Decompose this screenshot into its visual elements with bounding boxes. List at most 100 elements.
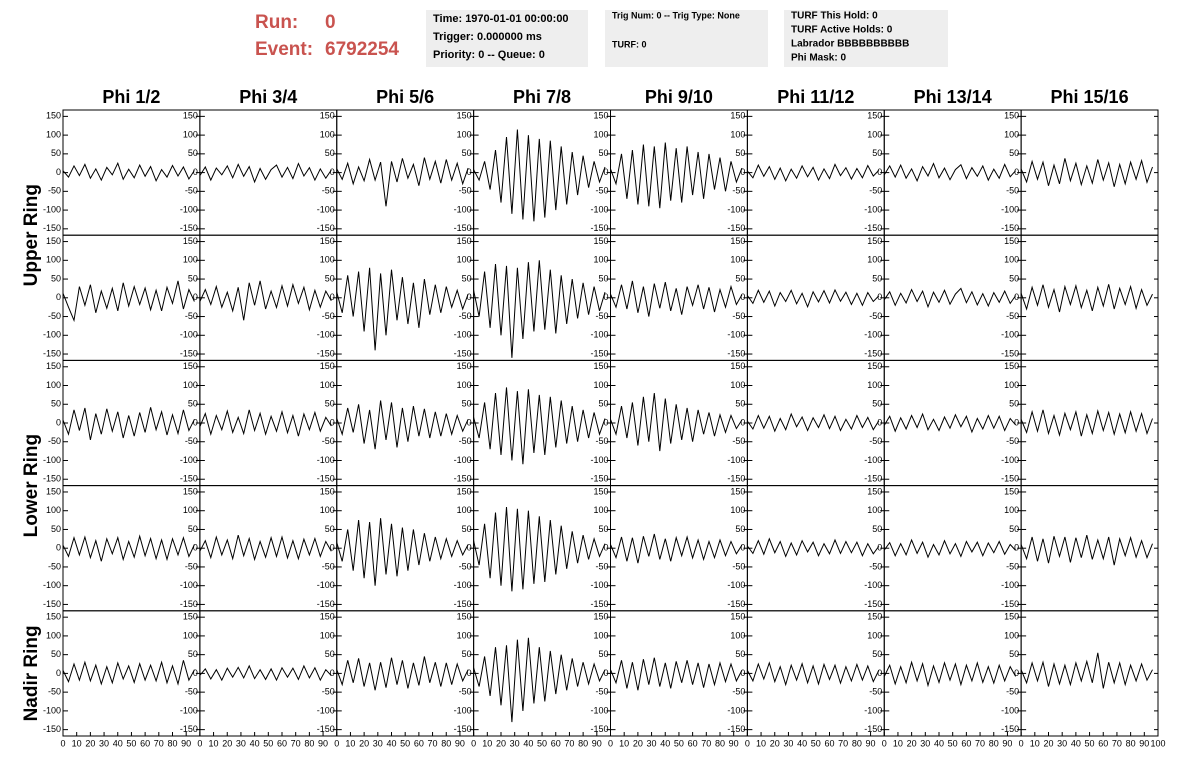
y-tick-label: 0 — [603, 292, 608, 302]
y-tick-label: 150 — [593, 236, 608, 246]
y-tick-label: 150 — [457, 361, 472, 371]
y-tick-label: 150 — [46, 361, 61, 371]
y-tick-label: 0 — [740, 668, 745, 678]
y-tick-label: -50 — [732, 561, 745, 571]
y-tick-label: 150 — [867, 612, 882, 622]
y-tick-label: 50 — [188, 148, 198, 158]
info-text: Labrador BBBBBBBBBB — [791, 39, 909, 50]
run-label: Run: — [255, 12, 298, 33]
y-tick-label: -150 — [727, 599, 745, 609]
y-tick-label: 150 — [730, 361, 745, 371]
y-tick-label: -150 — [180, 348, 198, 358]
y-tick-label: 50 — [872, 649, 882, 659]
y-tick-label: 0 — [1014, 167, 1019, 177]
y-tick-label: 50 — [872, 399, 882, 409]
panel-frame — [883, 359, 1022, 487]
y-tick-label: -100 — [864, 580, 882, 590]
y-tick-label: -100 — [317, 455, 335, 465]
y-tick-label: 100 — [46, 630, 61, 640]
y-tick-label: -50 — [48, 687, 61, 697]
y-tick-label: -150 — [317, 724, 335, 734]
y-tick-label: 50 — [462, 148, 472, 158]
y-tick-label: -100 — [1001, 705, 1019, 715]
y-tick-label: 150 — [867, 486, 882, 496]
y-tick-label: 0 — [1014, 543, 1019, 553]
y-tick-label: -150 — [43, 474, 61, 484]
y-tick-label: 50 — [325, 524, 335, 534]
y-tick-label: 0 — [740, 417, 745, 427]
y-tick-label: -100 — [590, 330, 608, 340]
panel-frame — [610, 234, 748, 361]
y-tick-label: -150 — [43, 223, 61, 233]
y-tick-label: -150 — [727, 724, 745, 734]
y-tick-label: 0 — [877, 543, 882, 553]
x-tick-label: 80 — [441, 738, 451, 748]
x-tick-label: 70 — [1112, 738, 1122, 748]
x-tick-label: 60 — [688, 738, 698, 748]
y-tick-label: -50 — [322, 436, 335, 446]
y-tick-label: -50 — [48, 186, 61, 196]
y-tick-label: -150 — [864, 348, 882, 358]
y-tick-label: 0 — [56, 543, 61, 553]
y-tick-label: 0 — [193, 543, 198, 553]
x-tick-label: 70 — [154, 738, 164, 748]
y-tick-label: -100 — [864, 204, 882, 214]
x-tick-label: 20 — [85, 738, 95, 748]
y-tick-label: -50 — [1006, 561, 1019, 571]
y-tick-label: 50 — [51, 524, 61, 534]
x-tick-label: 0 — [197, 738, 202, 748]
y-tick-label: 100 — [1004, 255, 1019, 265]
row-title: Lower Ring — [21, 434, 42, 537]
y-tick-label: 0 — [603, 543, 608, 553]
y-tick-label: -150 — [454, 474, 472, 484]
x-tick-label: 70 — [975, 738, 985, 748]
panel-frame — [199, 359, 338, 487]
y-tick-label: 0 — [877, 417, 882, 427]
y-tick-label: 50 — [735, 273, 745, 283]
y-tick-label: -150 — [864, 724, 882, 734]
y-tick-label: 0 — [740, 292, 745, 302]
y-tick-label: -50 — [185, 186, 198, 196]
y-tick-label: -150 — [590, 348, 608, 358]
y-tick-label: -100 — [180, 330, 198, 340]
y-tick-label: 50 — [872, 273, 882, 283]
y-tick-label: -50 — [459, 186, 472, 196]
y-tick-label: 50 — [598, 399, 608, 409]
panel-frame — [1020, 109, 1159, 236]
y-tick-label: 100 — [183, 129, 198, 139]
y-tick-label: 100 — [457, 255, 472, 265]
x-tick-label: 60 — [140, 738, 150, 748]
waveform — [199, 664, 332, 682]
y-tick-label: 50 — [598, 148, 608, 158]
y-tick-label: 100 — [593, 255, 608, 265]
panel-frame — [62, 359, 201, 487]
x-tick-label: 20 — [1043, 738, 1053, 748]
x-tick-label: 70 — [701, 738, 711, 748]
x-tick-label: 70 — [564, 738, 574, 748]
y-tick-label: -50 — [869, 311, 882, 321]
x-tick-label: 60 — [1098, 738, 1108, 748]
y-tick-label: -100 — [43, 204, 61, 214]
x-tick-label: 80 — [578, 738, 588, 748]
column-title: Phi 11/12 — [777, 87, 854, 107]
x-tick-label: 60 — [551, 738, 561, 748]
y-tick-label: 50 — [51, 148, 61, 158]
x-tick-label: 30 — [647, 738, 657, 748]
y-tick-label: 50 — [1009, 524, 1019, 534]
y-tick-label: -100 — [727, 580, 745, 590]
waveform — [199, 162, 332, 184]
panel-frame — [883, 234, 1022, 361]
y-tick-label: 0 — [467, 543, 472, 553]
x-tick-label: 10 — [209, 738, 219, 748]
y-tick-label: 0 — [330, 543, 335, 553]
y-tick-label: -150 — [727, 223, 745, 233]
y-tick-label: 150 — [1004, 486, 1019, 496]
event-number: 6792254 — [325, 39, 399, 60]
y-tick-label: 0 — [1014, 292, 1019, 302]
y-tick-label: -150 — [1001, 599, 1019, 609]
y-tick-label: -50 — [48, 436, 61, 446]
y-tick-label: 100 — [1004, 380, 1019, 390]
y-tick-label: 50 — [51, 399, 61, 409]
y-tick-label: -150 — [454, 724, 472, 734]
y-tick-label: 0 — [1014, 668, 1019, 678]
